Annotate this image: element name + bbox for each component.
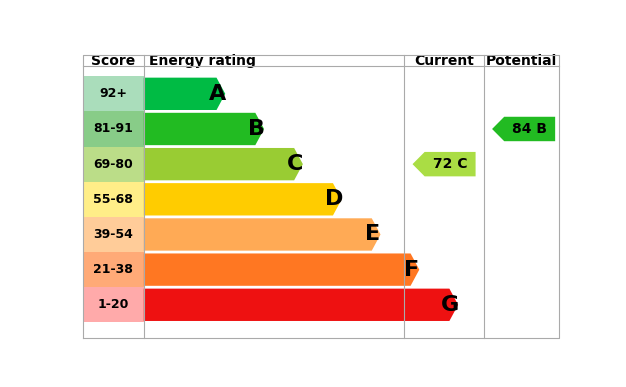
Text: 55-68: 55-68	[93, 193, 133, 206]
Text: 21-38: 21-38	[93, 263, 133, 276]
Text: 39-54: 39-54	[93, 228, 133, 241]
Polygon shape	[144, 218, 381, 251]
Polygon shape	[83, 252, 144, 287]
Text: Potential: Potential	[486, 53, 557, 68]
Polygon shape	[144, 253, 419, 286]
Polygon shape	[83, 147, 144, 182]
Text: C: C	[287, 154, 304, 174]
Text: 72 C: 72 C	[433, 157, 468, 171]
Text: A: A	[209, 84, 226, 104]
Polygon shape	[492, 117, 555, 141]
Polygon shape	[144, 289, 458, 321]
Polygon shape	[83, 287, 144, 322]
Text: F: F	[404, 260, 419, 280]
Polygon shape	[144, 78, 225, 110]
Text: 1-20: 1-20	[98, 298, 129, 311]
Text: 69-80: 69-80	[93, 158, 133, 171]
Text: G: G	[441, 295, 459, 315]
Polygon shape	[83, 111, 144, 147]
Polygon shape	[144, 113, 264, 145]
Polygon shape	[83, 182, 144, 217]
Text: Energy rating: Energy rating	[148, 53, 255, 68]
Text: 81-91: 81-91	[93, 122, 133, 135]
Text: 92+: 92+	[100, 87, 128, 100]
Text: 84 B: 84 B	[512, 122, 547, 136]
Text: Score: Score	[91, 53, 136, 68]
Polygon shape	[144, 148, 303, 180]
Text: E: E	[365, 224, 381, 245]
Text: Current: Current	[414, 53, 474, 68]
Polygon shape	[83, 217, 144, 252]
Text: D: D	[325, 189, 343, 209]
Polygon shape	[413, 152, 476, 176]
Text: B: B	[248, 119, 265, 139]
Polygon shape	[83, 76, 144, 111]
Polygon shape	[144, 183, 342, 216]
